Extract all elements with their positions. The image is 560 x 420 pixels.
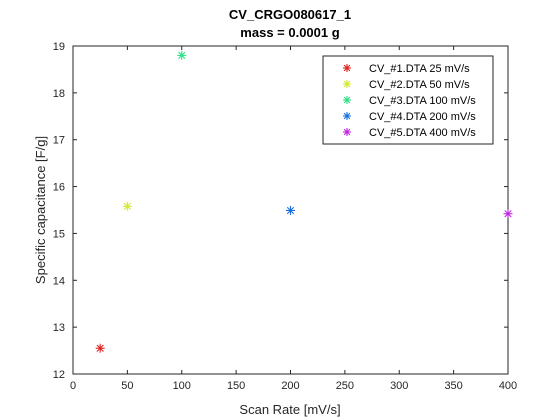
data-point [122,201,132,211]
legend-marker [343,112,351,120]
x-tick-label: 300 [390,380,408,392]
data-point [503,209,513,219]
data-point [177,50,187,60]
x-tick-label: 350 [444,380,462,392]
y-axis-label: Specific capacitance [F/g] [33,136,48,284]
legend-box [322,55,494,145]
y-tick-label: 19 [53,41,65,53]
y-tick-label: 14 [53,275,65,287]
legend: CV_#1.DTA 25 mV/s CV_#2.DTA 50 mV/s CV_#3.… [322,55,494,145]
y-tick-label: 17 [53,135,65,147]
data-point [286,205,295,215]
y-tick-label: 16 [53,182,65,194]
y-tick-label: 15 [53,228,65,240]
x-axis-label: Scan Rate [mV/s] [239,402,340,417]
data-points [95,50,513,353]
x-tick-label: 50 [121,380,133,392]
legend-marker [343,128,351,136]
y-axis-ticks: 12 13 14 15 16 17 18 19 [53,41,508,381]
legend-marker [343,96,351,104]
legend-entry-label: CV_#3.DTA 100 mV/s [369,95,476,107]
x-tick-label: 200 [281,380,299,392]
legend-marker [343,80,351,88]
data-point [95,343,105,353]
legend-entry-label: CV_#1.DTA 25 mV/s [369,63,470,75]
y-tick-label: 13 [53,322,65,334]
x-tick-label: 150 [227,380,245,392]
legend-entry-label: CV_#5.DTA 400 mV/s [369,127,476,139]
y-tick-label: 18 [53,88,65,100]
y-tick-label: 12 [53,369,65,381]
chart-title: CV_CRGO080617_1 [229,7,351,22]
legend-entry-label: CV_#4.DTA 200 mV/s [369,111,476,123]
chart-subtitle: mass = 0.0001 g [240,25,339,40]
x-axis-ticks: 0 50 100 150 200 250 300 350 400 [70,46,517,392]
x-tick-label: 250 [336,380,354,392]
x-tick-label: 0 [70,380,76,392]
legend-marker [343,64,351,72]
x-tick-label: 100 [173,380,191,392]
x-tick-label: 400 [499,380,517,392]
legend-entry-label: CV_#2.DTA 50 mV/s [369,79,470,91]
